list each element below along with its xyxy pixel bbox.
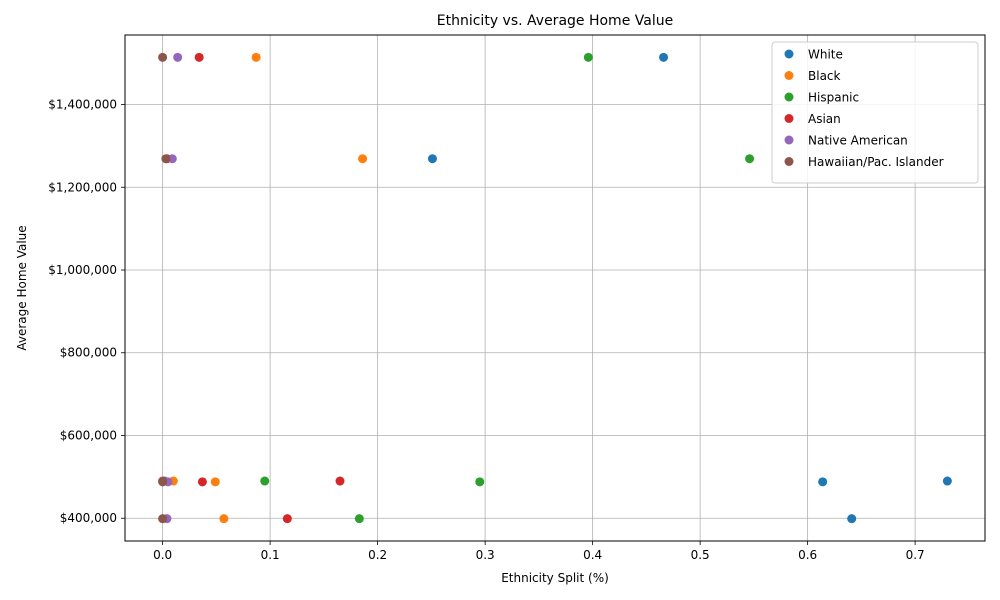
point-white xyxy=(847,514,857,524)
point-white xyxy=(427,154,437,164)
plot-frame xyxy=(124,34,986,542)
y-tick-label: $400,000 xyxy=(60,511,117,525)
point-black xyxy=(219,514,229,524)
x-tick-label: 0.3 xyxy=(476,548,495,562)
point-black xyxy=(251,52,261,62)
point-asian xyxy=(194,52,204,62)
point-hispanic xyxy=(475,477,485,487)
point-hawaiian-pac-islander xyxy=(158,514,168,524)
point-hispanic xyxy=(354,514,364,524)
point-asian xyxy=(282,514,292,524)
legend-label-hawaiian-pac-islander: Hawaiian/Pac. Islander xyxy=(808,155,944,169)
x-axis-ticks: 0.0 0.1 0.2 0.3 0.4 0.5 0.6 0.7 xyxy=(153,541,925,562)
point-native-american xyxy=(173,52,183,62)
point-native-american xyxy=(167,154,177,164)
y-axis-label: Average Home Value xyxy=(15,225,29,350)
x-tick-label: 0.6 xyxy=(798,548,817,562)
point-hawaiian-pac-islander xyxy=(158,52,168,62)
point-asian xyxy=(197,477,207,487)
x-tick-label: 0.7 xyxy=(906,548,925,562)
legend-marker-black xyxy=(784,71,794,80)
x-tick-label: 0.0 xyxy=(153,548,172,562)
x-tick-label: 0.5 xyxy=(691,548,710,562)
legend-marker-hawaiian-pac-islander xyxy=(784,157,794,166)
y-tick-label: $600,000 xyxy=(60,428,117,442)
legend-label-black: Black xyxy=(808,69,841,83)
legend-label-asian: Asian xyxy=(808,112,841,126)
point-asian xyxy=(335,476,345,486)
x-tick-label: 0.2 xyxy=(368,548,387,562)
point-white xyxy=(818,477,828,487)
y-tick-label: $1,400,000 xyxy=(48,98,117,112)
point-black xyxy=(358,154,368,164)
x-tick-label: 0.4 xyxy=(583,548,602,562)
y-axis-ticks: $400,000 $600,000 $800,000 $1,000,000 $1,200… xyxy=(48,98,125,525)
legend-label-white: White xyxy=(808,48,843,62)
legend-label-native-american: Native American xyxy=(808,134,908,148)
y-tick-label: $1,200,000 xyxy=(48,180,117,194)
point-hispanic xyxy=(745,154,755,164)
legend-box xyxy=(771,41,979,184)
legend-marker-white xyxy=(784,49,794,59)
legend-marker-asian xyxy=(784,114,794,123)
point-hispanic xyxy=(583,52,593,62)
y-tick-label: $1,000,000 xyxy=(48,263,117,277)
data-points xyxy=(158,52,952,524)
point-hawaiian-pac-islander xyxy=(161,154,171,164)
chart-title: Ethnicity vs. Average Home Value xyxy=(437,13,673,29)
point-white xyxy=(942,476,952,486)
x-axis-label: Ethnicity Split (%) xyxy=(501,571,609,585)
legend: White Black Hispanic Asian Native American Ha… xyxy=(771,41,979,184)
legend-marker-native-american xyxy=(784,135,794,145)
point-black xyxy=(210,477,220,487)
point-hispanic xyxy=(260,476,270,486)
legend-marker-hispanic xyxy=(784,92,794,102)
legend-label-hispanic: Hispanic xyxy=(808,91,859,105)
point-white xyxy=(659,52,669,62)
point-hawaiian-pac-islander xyxy=(158,477,168,487)
y-tick-label: $800,000 xyxy=(60,346,117,360)
x-tick-label: 0.1 xyxy=(261,548,280,562)
